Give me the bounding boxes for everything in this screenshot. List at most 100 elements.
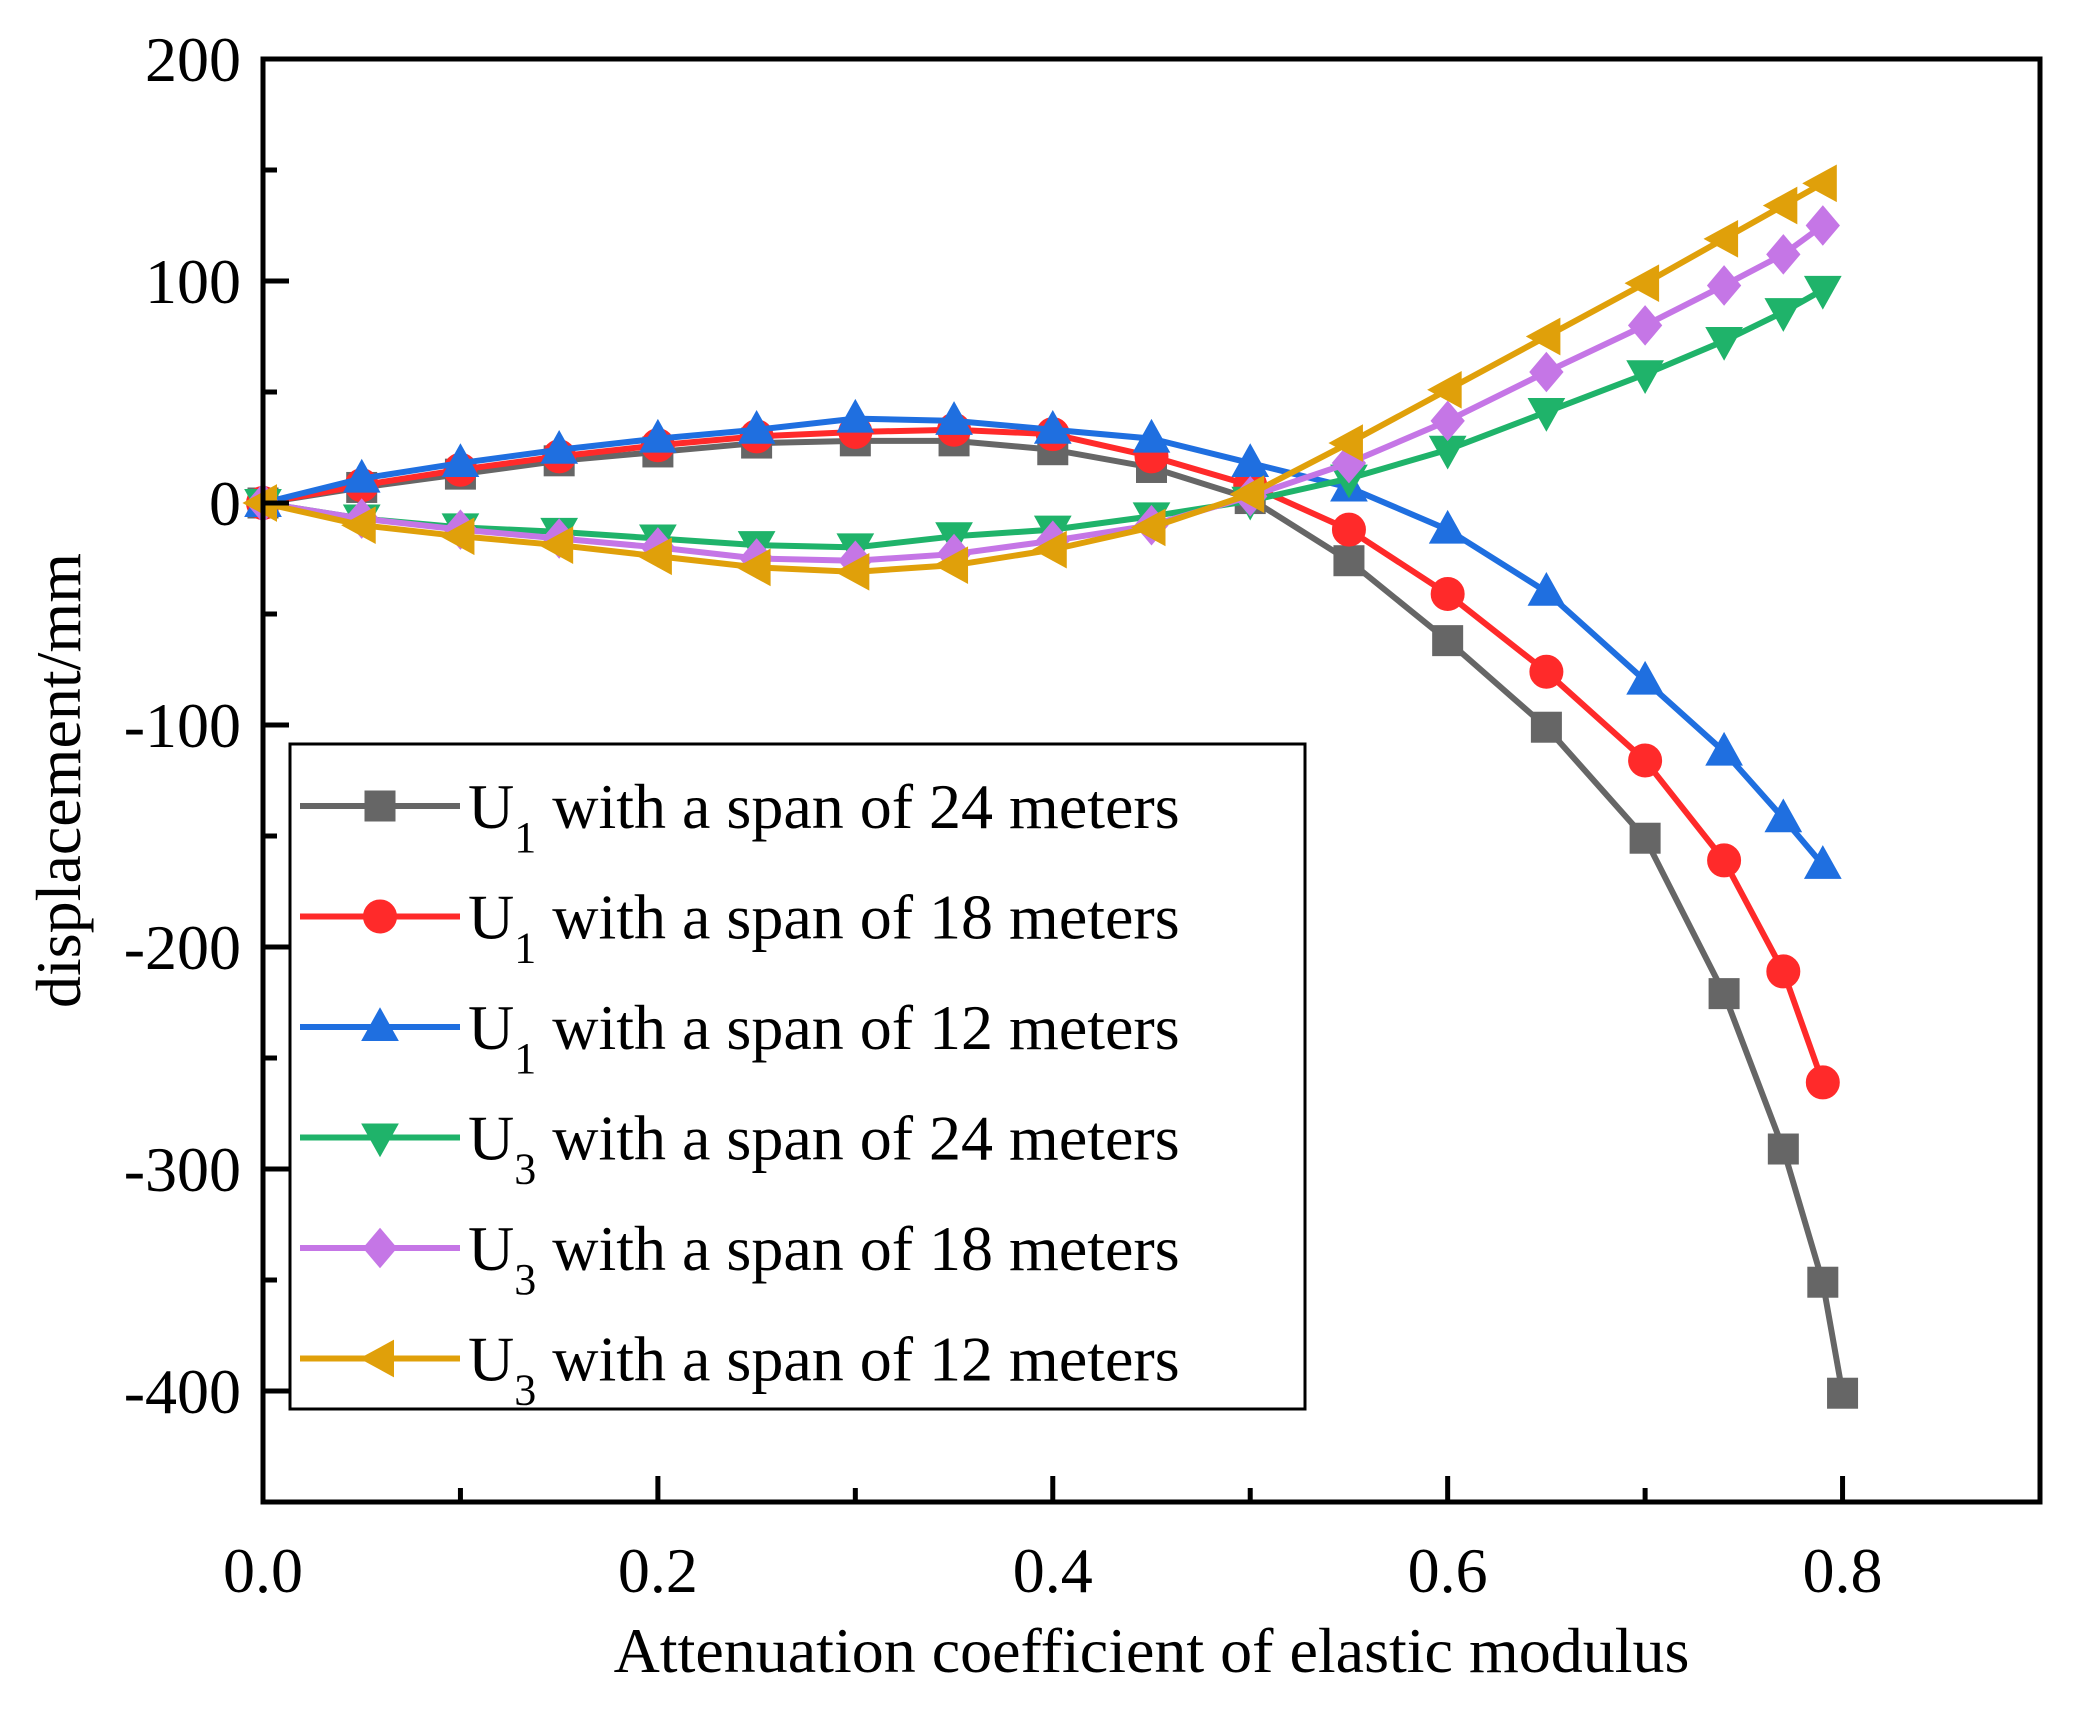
data-point (1529, 654, 1564, 689)
data-point (1427, 370, 1462, 409)
data-point (439, 517, 475, 556)
data-point (1762, 186, 1798, 225)
plot-frame (260, 56, 2043, 1505)
data-point (1430, 577, 1465, 612)
data-point (1628, 743, 1663, 778)
legend-marker (363, 899, 397, 934)
data-point (1767, 1133, 1799, 1165)
series-line (262, 223, 1825, 564)
data-point (1764, 298, 1803, 332)
y-tick-label: 0 (209, 468, 241, 539)
data-point (1525, 317, 1561, 356)
data-point (1130, 508, 1166, 547)
y-axis-title: displacement/mm (23, 553, 94, 1008)
data-point (441, 443, 480, 478)
data-point (1705, 731, 1743, 766)
legend-label: U3 with a span of 12 meters (468, 1324, 1180, 1415)
x-axis-title: Attenuation coefficient of elastic modul… (614, 1615, 1690, 1686)
data-point (1807, 1266, 1839, 1298)
data-point (1430, 400, 1465, 442)
data-point (1703, 219, 1739, 258)
data-point (1706, 265, 1742, 306)
data-point (1529, 351, 1564, 393)
data-point (1803, 275, 1842, 310)
data-point (836, 398, 875, 433)
data-point (637, 537, 672, 576)
y-tick-label: -300 (124, 1134, 241, 1205)
legend-item: U3 with a span of 24 meters (300, 1103, 1180, 1194)
series-layer (242, 164, 1859, 1409)
data-point (933, 546, 969, 585)
data-point (1527, 572, 1566, 606)
series-3 (244, 398, 1842, 879)
data-point (342, 458, 381, 493)
data-point (935, 401, 973, 435)
data-point (1624, 264, 1660, 303)
legend-box (288, 742, 1307, 1411)
data-point (1766, 954, 1801, 989)
data-point (1805, 1065, 1840, 1100)
data-point (1328, 424, 1363, 462)
data-point (1626, 660, 1664, 695)
data-point (834, 552, 870, 591)
data-point (1432, 625, 1464, 657)
x-tick-label: 0.4 (1013, 1535, 1093, 1606)
data-point (1805, 205, 1840, 246)
data-point (737, 409, 776, 444)
legend-label: U1 with a span of 24 meters (468, 771, 1180, 862)
data-point (538, 526, 574, 565)
legend-marker (364, 790, 396, 822)
data-point (1627, 305, 1663, 346)
data-point (1705, 326, 1743, 361)
data-point (1530, 711, 1562, 743)
legend-marker (362, 1227, 398, 1269)
data-point (1527, 397, 1566, 432)
data-point (736, 548, 771, 587)
y-tick-label: -200 (124, 912, 241, 983)
data-point (1132, 418, 1171, 453)
data-point (341, 506, 376, 545)
legend-marker (359, 1339, 394, 1378)
data-point (1707, 843, 1742, 878)
x-tick-label: 0.8 (1803, 1535, 1883, 1606)
y-tick-label: -100 (124, 690, 241, 761)
data-point (1708, 978, 1740, 1010)
data-point (1803, 845, 1842, 879)
x-tick-label: 0.2 (618, 1535, 698, 1606)
legend-marker (361, 1007, 399, 1041)
data-point (1827, 1377, 1859, 1409)
data-point (1331, 512, 1366, 547)
y-tick-label: -400 (124, 1356, 241, 1427)
x-tick-label: 0.6 (1408, 1535, 1488, 1606)
data-point (1333, 545, 1365, 577)
data-point (1229, 475, 1265, 513)
series-6 (242, 164, 1837, 591)
data-point (540, 429, 579, 464)
data-point (1766, 234, 1801, 275)
data-point (1764, 798, 1803, 833)
axis-layer: 0.0 0.2 0.4 0.6 0.8 200 100 0 -100 -200 -300 -400 (124, 24, 2043, 1606)
data-point (1033, 409, 1072, 444)
legend-item: U3 with a span of 12 meters (300, 1324, 1180, 1415)
legend: U1 with a span of 24 meters U1 with a spa… (288, 742, 1307, 1415)
legend-label: U1 with a span of 12 meters (468, 992, 1180, 1083)
y-tick-label: 100 (145, 246, 241, 317)
legend-item: U1 with a span of 12 meters (300, 992, 1180, 1083)
legend-label: U3 with a span of 18 meters (468, 1213, 1180, 1304)
data-point (1626, 360, 1664, 395)
legend-label: U3 with a span of 24 meters (468, 1103, 1180, 1194)
data-point (1428, 509, 1467, 544)
legend-item: U1 with a span of 24 meters (300, 771, 1180, 862)
legend-label: U1 with a span of 18 meters (468, 882, 1180, 973)
x-tick-label: 0.0 (223, 1535, 303, 1606)
data-point (1802, 164, 1837, 203)
legend-item: U1 with a span of 18 meters (300, 882, 1180, 973)
legend-item: U3 with a span of 18 meters (300, 1213, 1180, 1304)
data-point (639, 418, 677, 453)
legend-marker (361, 1123, 399, 1158)
data-point (1032, 530, 1067, 569)
data-point (1629, 822, 1661, 854)
y-tick-label: 200 (145, 24, 241, 95)
